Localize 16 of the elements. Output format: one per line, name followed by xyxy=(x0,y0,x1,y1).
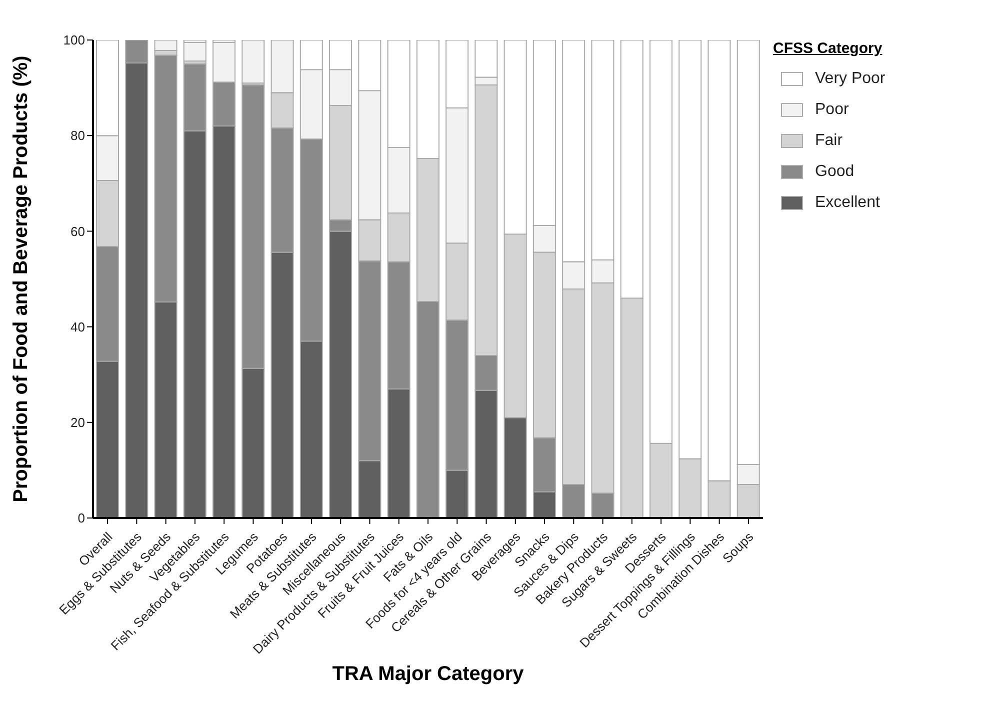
legend-title: CFSS Category xyxy=(773,40,884,57)
legend-label: Very Poor xyxy=(815,70,886,88)
y-tick-label: 40 xyxy=(70,319,85,334)
y-tick-label: 80 xyxy=(70,128,85,144)
y-tick-label: 100 xyxy=(63,32,85,48)
legend-label: Fair xyxy=(815,132,843,150)
y-axis-title: Proportion of Food and Beverage Products (%) xyxy=(10,56,32,502)
bar xyxy=(242,40,265,84)
y-tick-label: 0 xyxy=(78,510,85,526)
legend-label: Poor xyxy=(815,100,849,118)
x-axis-title: TRA Major Category xyxy=(332,663,525,685)
y-tick-label: 20 xyxy=(70,415,85,430)
y-tick-label: 60 xyxy=(70,224,85,239)
legend-label: Good xyxy=(815,162,854,180)
bar xyxy=(183,42,206,62)
legend-label: Excellent xyxy=(815,194,880,212)
